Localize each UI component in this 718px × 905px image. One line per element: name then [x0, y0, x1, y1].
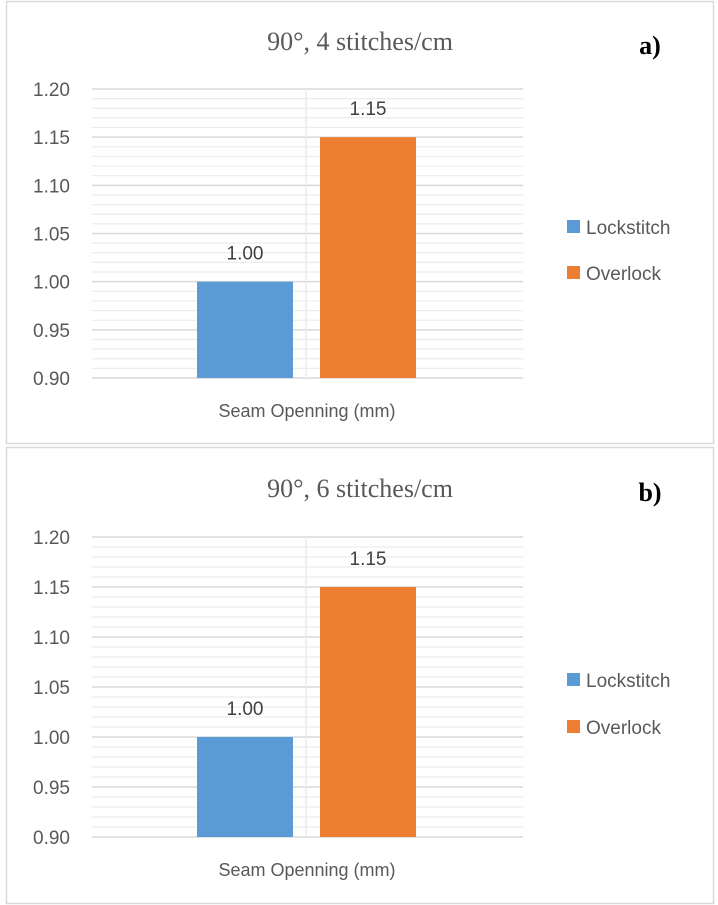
- y-tick-label: 1.10: [33, 176, 70, 197]
- x-axis-label: Seam Openning (mm): [218, 401, 395, 421]
- data-label: 1.00: [227, 699, 264, 720]
- legend-swatch-lockstitch: [567, 673, 580, 686]
- y-tick-label: 1.10: [33, 628, 70, 649]
- bar-lockstitch: [197, 737, 293, 837]
- y-tick-label: 0.95: [33, 778, 70, 799]
- panel-label: b): [638, 478, 661, 507]
- legend-swatch-lockstitch: [567, 220, 580, 233]
- legend-swatch-overlock: [567, 720, 580, 733]
- y-tick-label: 0.95: [33, 321, 70, 342]
- bar-lockstitch: [197, 281, 293, 378]
- legend-label: Lockstitch: [586, 218, 670, 239]
- y-tick-label: 0.90: [33, 369, 70, 390]
- y-tick-label: 1.05: [33, 225, 70, 246]
- y-tick-label: 0.90: [33, 828, 70, 849]
- y-tick-label: 1.15: [33, 128, 70, 149]
- chart-panel-a: 90°, 4 stitches/cm a) 0.90 0.95 1.00 1.05 1.10…: [5, 0, 715, 445]
- data-label: 1.00: [227, 244, 264, 265]
- chart-title: 90°, 6 stitches/cm: [267, 474, 453, 503]
- chart-panel-b: 90°, 6 stitches/cm b) 0.90 0.95 1.00 1.05 1.10…: [5, 446, 715, 905]
- legend-swatch-overlock: [567, 266, 580, 279]
- y-tick-label: 1.15: [33, 578, 70, 599]
- y-tick-label: 1.00: [33, 728, 70, 749]
- panel-label: a): [639, 31, 661, 60]
- bar-overlock: [320, 137, 416, 378]
- y-tick-label: 1.00: [33, 273, 70, 294]
- y-tick-label: 1.05: [33, 678, 70, 699]
- legend-label: Overlock: [586, 264, 661, 285]
- y-tick-label: 1.20: [33, 528, 70, 549]
- data-label: 1.15: [350, 99, 387, 120]
- bar-overlock: [320, 587, 416, 837]
- legend-label: Overlock: [586, 718, 661, 739]
- legend-label: Lockstitch: [586, 671, 670, 692]
- y-tick-label: 1.20: [33, 80, 70, 101]
- chart-title: 90°, 4 stitches/cm: [267, 27, 453, 56]
- x-axis-label: Seam Openning (mm): [218, 860, 395, 880]
- data-label: 1.15: [350, 549, 387, 570]
